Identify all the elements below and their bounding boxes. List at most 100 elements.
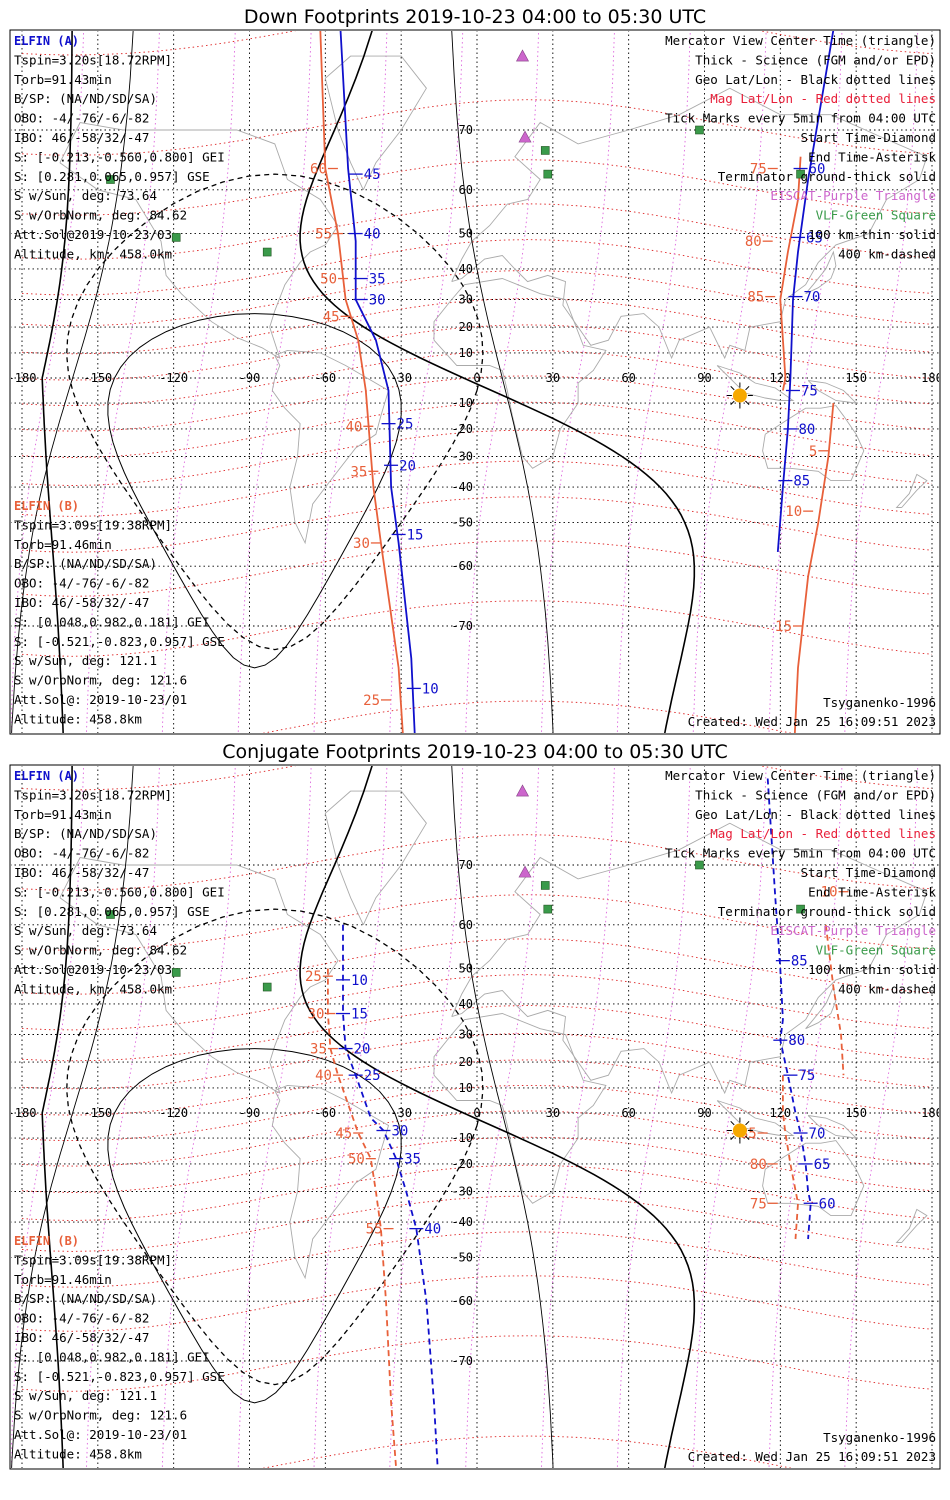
mag-longitude-line <box>389 31 464 733</box>
elfin-a-track <box>776 31 835 552</box>
legend-line: Mercator View Center Time (triangle) <box>665 33 936 48</box>
lat-tick-label: 10 <box>459 346 473 360</box>
mag-latitude-line <box>21 429 933 486</box>
lon-tick-label: -120 <box>159 371 188 385</box>
legend-line: Mercator View Center Time (triangle) <box>665 768 936 783</box>
geo-grid <box>11 766 939 1468</box>
mag-latitude-line <box>21 1059 933 1116</box>
elfin-a-tick-label: 15 <box>407 527 424 543</box>
elfin-a-info: Torb=91.43min <box>14 72 112 87</box>
coastline <box>716 1100 795 1136</box>
lat-tick-label: 20 <box>459 320 473 334</box>
elfin-a-info: Torb=91.43min <box>14 807 112 822</box>
elfin-b-tick-label: 50 <box>320 272 337 288</box>
axis-labels: -180 -150 -120 -90 -60 -30 0 30 60 90 120 150 180 70 6… <box>11 123 943 633</box>
mag-latitude-line <box>21 1195 933 1252</box>
lon-tick-label: -30 <box>390 371 412 385</box>
elfin-b-track <box>824 924 845 1076</box>
elfin-b-tick-label: 10 <box>785 504 802 520</box>
mag-longitude-line <box>541 31 615 733</box>
coastline <box>451 822 928 1095</box>
sun-icon <box>726 382 753 409</box>
lat-tick-label: 50 <box>459 962 473 976</box>
elfin-b-tick-label: 60 <box>310 162 327 178</box>
coastline <box>59 121 339 359</box>
legend-line: Tick Marks every 5min from 04:00 UTC <box>665 111 936 126</box>
lon-tick-label: 150 <box>845 371 867 385</box>
legend-line: 400 km-dashed <box>838 981 936 996</box>
lat-tick-label: 20 <box>459 1055 473 1069</box>
elfin-a-tick-label: 20 <box>354 1042 371 1058</box>
elfin-a-tick-label: 10 <box>351 973 368 989</box>
mag-longitude-line <box>11 766 85 1468</box>
model-name: Tsyganenko-1996 <box>823 695 936 710</box>
lon-tick-label: 150 <box>845 1106 867 1120</box>
mag-latitude-line <box>21 324 933 381</box>
mag-latitude-line <box>21 1164 933 1221</box>
elfin-a-tick-label: 70 <box>804 290 821 306</box>
lat-tick-label: 60 <box>459 918 473 932</box>
legend-line: 100 km-thin solid <box>808 227 936 242</box>
mag-latitude-line <box>21 375 933 432</box>
elfin-a-info: S w/Sun, deg: 73.64 <box>14 923 157 938</box>
sun-ray <box>730 400 735 406</box>
terminator-lines <box>11 31 696 733</box>
mag-latitude-line <box>21 401 933 458</box>
lat-tick-label: 30 <box>459 293 473 307</box>
coastlines <box>59 790 928 1280</box>
legend-line: Geo Lat/Lon - Black dotted lines <box>695 807 936 822</box>
elfin-a-info: Altitude, km: 458.0km <box>14 981 172 996</box>
mag-latitude-line <box>21 349 933 407</box>
elfin-a-tick-label: 35 <box>369 272 386 288</box>
panel-title: Conjugate Footprints 2019-10-23 04:00 to… <box>222 741 728 763</box>
elfin-a-info: S: [0.281,0.065,0.957] GSE <box>14 904 210 919</box>
elfin-b-tick-label: 30 <box>353 536 370 552</box>
elfin-a-tick-label: 80 <box>798 422 815 438</box>
elfin-a-tick-label: 40 <box>364 227 381 243</box>
sun-ray <box>730 385 735 391</box>
elfin-b-tick-label: 55 <box>315 227 332 243</box>
lat-tick-label: -70 <box>451 1354 473 1368</box>
legend-line: VLF-Green Square <box>816 208 936 223</box>
mag-longitude-line <box>161 766 236 1468</box>
elfin-b-info: Torb=91.46min <box>14 1272 112 1287</box>
legend-line: Terminator ground-thick solid <box>718 904 936 919</box>
elfin-a-info: S: [0.281,0.065,0.957] GSE <box>14 169 210 184</box>
terminator-ground-west <box>41 31 73 733</box>
elfin-b-tick-label: 50 <box>348 1152 365 1168</box>
terminator-thin-west <box>11 766 134 1468</box>
map-area: -180 -150 -120 -90 -60 -30 0 30 60 90 120 150 180 70 6… <box>11 31 943 733</box>
mag-latitude-line <box>262 1435 793 1468</box>
elfin-a-info: Tspin=3.20s[18.72RPM] <box>14 787 172 802</box>
mag-latitude-line <box>21 496 933 553</box>
vlf-square <box>540 146 550 155</box>
lon-tick-label: 180 <box>921 1106 943 1120</box>
lat-tick-label: 10 <box>459 1081 473 1095</box>
vlf-square <box>171 233 181 242</box>
lat-tick-label: -50 <box>451 515 473 529</box>
elfin-b-tick-label: 55 <box>366 1222 383 1238</box>
elfin-a-tick-label: 80 <box>788 1033 805 1049</box>
mag-longitude-line <box>541 766 615 1468</box>
legend-line: Geo Lat/Lon - Black dotted lines <box>695 72 936 87</box>
sun-ray <box>745 400 750 406</box>
lon-tick-label: -180 <box>8 1106 37 1120</box>
lon-tick-label: 60 <box>621 1106 635 1120</box>
elfin-b-track <box>793 403 835 733</box>
legend-line: Mag Lat/Lon - Red dotted lines <box>710 91 936 106</box>
terminator-ground-east <box>299 766 696 1468</box>
mag-longitude-line <box>616 766 691 1468</box>
elfin-a-tick-label: 40 <box>424 1222 441 1238</box>
lon-tick-label: -90 <box>239 1106 261 1120</box>
lat-tick-label: -10 <box>451 396 473 410</box>
vlf-square <box>543 904 553 914</box>
elfin-b-header: ELFIN (B) <box>14 1234 79 1248</box>
lon-tick-label: 180 <box>921 371 943 385</box>
terminator-thin-east <box>451 31 554 733</box>
lat-tick-label: 30 <box>459 1028 473 1042</box>
mag-longitude-line <box>161 31 236 733</box>
coastline <box>59 856 339 1094</box>
legend-line: VLF-Green Square <box>816 943 936 958</box>
coastline <box>895 1208 928 1243</box>
plot-frame <box>9 764 941 1470</box>
